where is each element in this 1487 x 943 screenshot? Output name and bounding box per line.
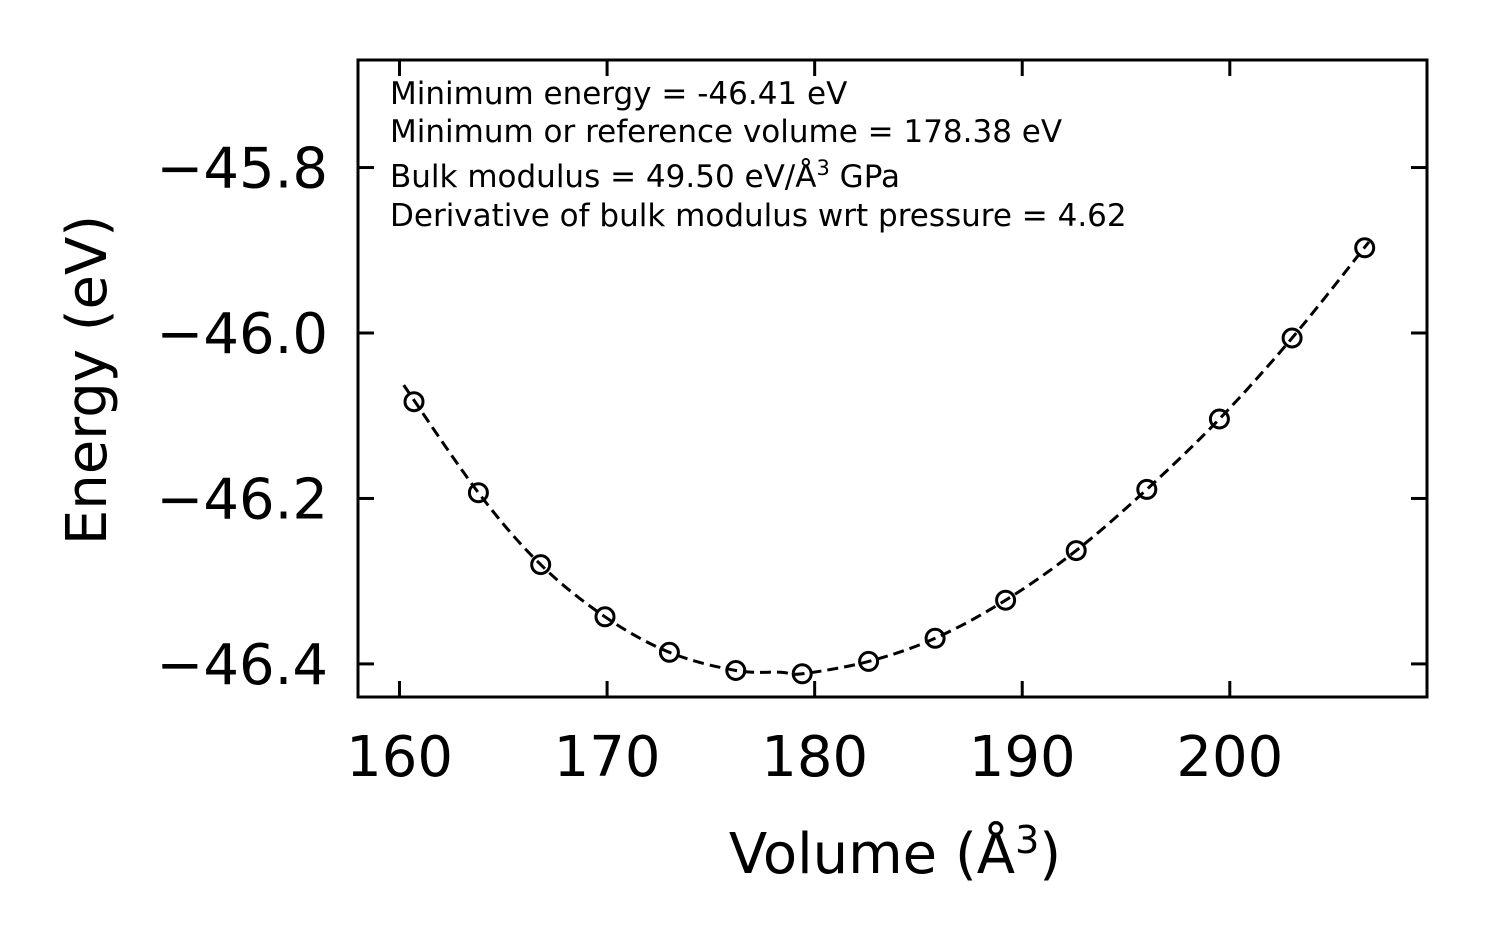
- plot-frame: [356, 58, 1429, 699]
- y-tick-label: −46.4: [156, 633, 328, 698]
- y-tick-label: −45.8: [156, 137, 328, 202]
- data-point: [1065, 540, 1087, 562]
- data-point: [467, 482, 489, 504]
- data-point: [1208, 408, 1230, 430]
- x-tick-label: 180: [761, 725, 868, 790]
- y-axis-label: Energy (eV): [55, 215, 120, 545]
- data-point: [658, 641, 680, 663]
- x-tick-label: 200: [1176, 725, 1283, 790]
- x-axis-label: Volume (Å3): [729, 818, 1061, 887]
- annotation-bulk-modulus-text: Bulk modulus = 49.50 eV/Å: [390, 159, 816, 195]
- x-axis-label-text: Volume (Å: [729, 821, 1015, 887]
- fit-curve: [402, 241, 1371, 676]
- x-tick-label: 190: [969, 725, 1076, 790]
- data-point: [995, 589, 1017, 611]
- data-point: [725, 660, 747, 681]
- y-tick-label: −46.2: [156, 467, 328, 532]
- x-tick-label: 160: [346, 725, 453, 790]
- x-axis-label-close: ): [1039, 822, 1061, 887]
- y-tick-label: −46.0: [156, 302, 328, 367]
- data-point: [1136, 478, 1158, 500]
- data-point: [403, 391, 425, 413]
- x-tick-label: 170: [554, 725, 661, 790]
- data-point: [924, 627, 946, 649]
- annotation-derivative: Derivative of bulk modulus wrt pressure …: [390, 198, 1127, 234]
- data-point: [1354, 237, 1376, 259]
- annotation-min-energy: Minimum energy = -46.41 eV: [390, 76, 847, 112]
- data-point: [858, 650, 880, 672]
- annotation-bulk-modulus: Bulk modulus = 49.50 eV/Å3 GPa: [390, 156, 900, 195]
- annotation-bulk-modulus-sup: 3: [816, 156, 829, 180]
- annotation-bulk-modulus-unit: GPa: [830, 159, 900, 195]
- annotation-min-volume: Minimum or reference volume = 178.38 eV: [390, 114, 1062, 150]
- data-point: [530, 554, 552, 576]
- data-point: [594, 606, 616, 628]
- data-point: [1281, 327, 1303, 349]
- data-point: [791, 663, 813, 685]
- x-axis-label-sup: 3: [1015, 818, 1039, 862]
